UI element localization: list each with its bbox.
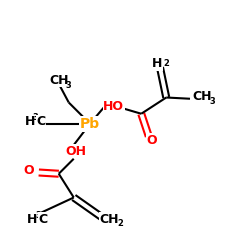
- Text: C: C: [39, 213, 48, 226]
- Text: H: H: [25, 115, 35, 128]
- Text: HO: HO: [103, 100, 124, 113]
- Text: 3: 3: [36, 210, 41, 220]
- Text: 2: 2: [117, 219, 123, 228]
- Text: C: C: [36, 115, 45, 128]
- Text: 2: 2: [163, 59, 169, 68]
- Text: O: O: [146, 134, 156, 146]
- Text: H: H: [27, 213, 38, 226]
- Text: CH: CH: [193, 90, 212, 103]
- Text: 3: 3: [65, 80, 71, 90]
- Text: 3: 3: [33, 113, 39, 122]
- Text: CH: CH: [49, 74, 68, 86]
- Text: CH: CH: [99, 213, 118, 226]
- Text: O: O: [24, 164, 34, 177]
- Text: 3: 3: [210, 97, 216, 106]
- Text: H: H: [152, 57, 163, 70]
- Text: OH: OH: [66, 145, 87, 158]
- Text: Pb: Pb: [80, 117, 100, 131]
